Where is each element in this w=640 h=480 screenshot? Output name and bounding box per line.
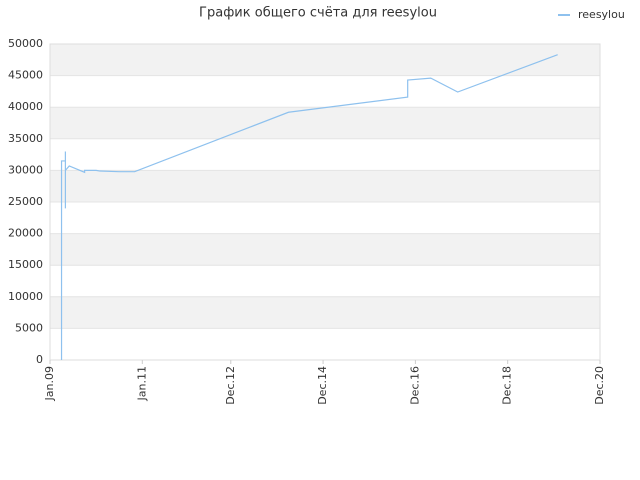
grid-band: [50, 107, 600, 139]
grid-band: [50, 44, 600, 76]
grid-band: [50, 170, 600, 202]
x-tick-label: Jan.11: [135, 366, 148, 401]
x-tick-label: Dec.20: [593, 366, 606, 405]
x-tick-label: Jan.09: [43, 366, 56, 401]
y-tick-label: 25000: [8, 195, 43, 208]
x-tick-label: Dec.18: [501, 366, 514, 405]
y-tick-label: 15000: [8, 258, 43, 271]
y-tick-label: 30000: [8, 163, 43, 176]
x-tick-label: Dec.12: [224, 366, 237, 405]
grid-band: [50, 296, 600, 329]
plot-border: [49, 43, 601, 361]
y-tick-label: 0: [36, 353, 43, 366]
y-tick-label: 20000: [8, 227, 43, 240]
line: [60, 54, 558, 360]
chart-title: График общего счёта для reesylou: [199, 6, 437, 21]
y-tick-label: 10000: [8, 290, 43, 303]
x-tick-label: Dec.14: [316, 366, 329, 405]
y-tick-label: 45000: [8, 69, 43, 82]
y-tick-label: 50000: [8, 37, 43, 50]
legend-label: reesylou: [578, 8, 625, 21]
x-tick-label: Dec.16: [408, 366, 421, 405]
y-tick-label: 35000: [8, 132, 43, 145]
y-tick-label: 5000: [15, 321, 43, 334]
y-tick-label: 40000: [8, 100, 43, 113]
grid-band: [50, 233, 600, 266]
